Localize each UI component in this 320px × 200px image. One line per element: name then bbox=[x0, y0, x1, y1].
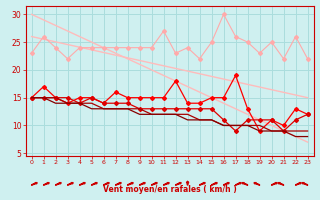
X-axis label: Vent moyen/en rafales ( km/h ): Vent moyen/en rafales ( km/h ) bbox=[103, 185, 236, 194]
